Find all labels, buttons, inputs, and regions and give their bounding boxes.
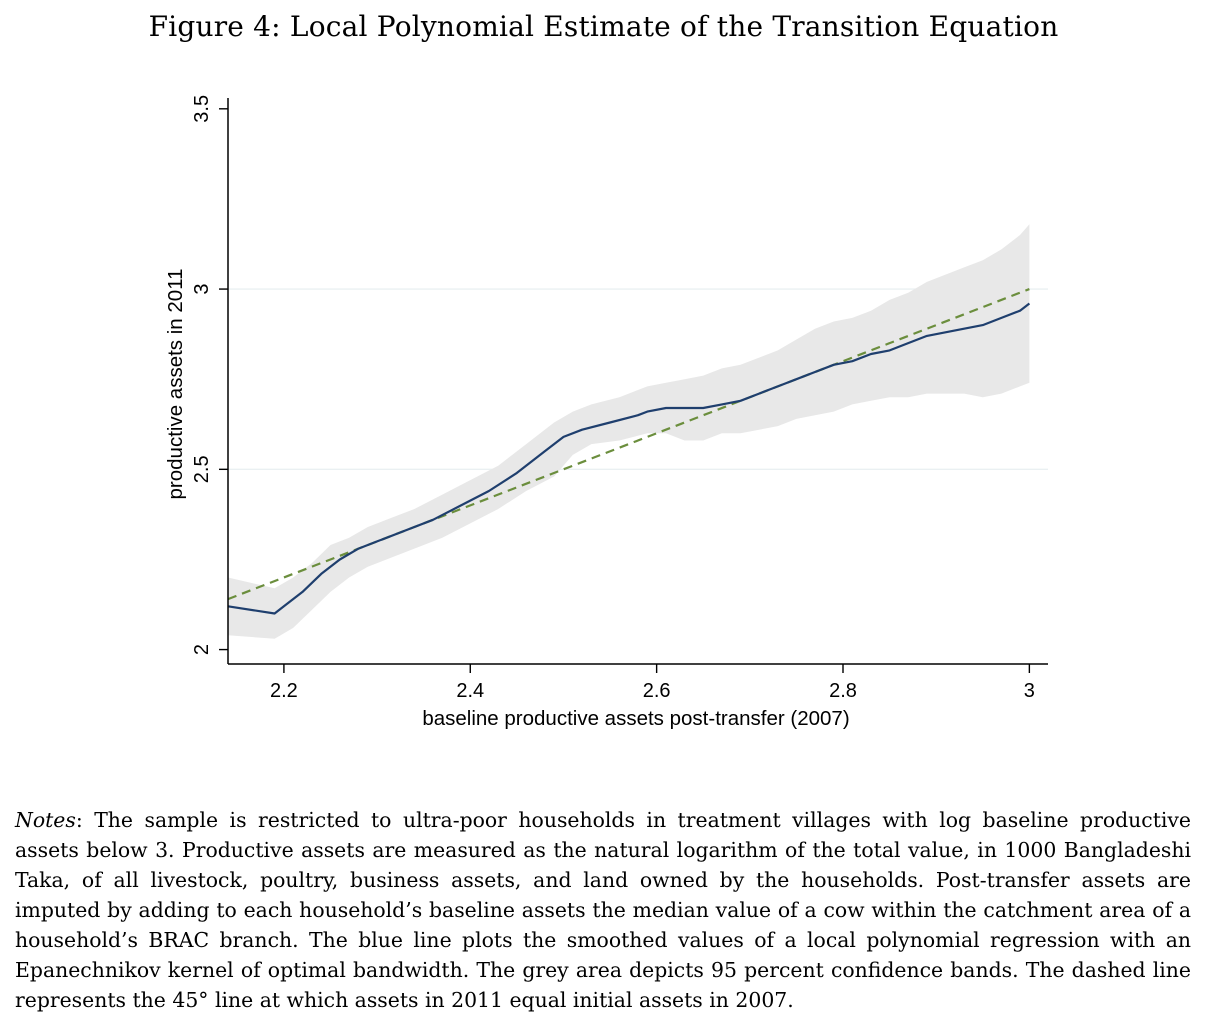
figure-notes: Notes: The sample is restricted to ultra… — [15, 805, 1191, 1015]
fitted-line — [227, 302, 1031, 615]
confidence-band — [228, 224, 1030, 639]
x-axis-title: baseline productive assets post-transfer… — [422, 707, 849, 730]
y-axis-title: productive assets in 2011 — [164, 269, 187, 500]
notes-text: : The sample is restricted to ultra-poor… — [15, 808, 1191, 1013]
y-tick-label: 2 — [191, 644, 213, 655]
chart: 2.2 2.4 2.6 2.8 3 2 2.5 3 3.5 baseline productive… — [164, 95, 1048, 730]
notes-label: Notes — [15, 808, 76, 833]
x-tick-label: 2.6 — [643, 680, 671, 702]
x-tick-label: 2.4 — [456, 680, 484, 702]
x-tick-label: 2.2 — [270, 680, 298, 702]
x-tick-label: 2.8 — [829, 680, 857, 702]
x-tick-label: 3 — [1024, 680, 1035, 702]
y-tick-label: 3 — [191, 284, 213, 295]
y-tick-label: 2.5 — [191, 455, 213, 483]
y-tick-label: 3.5 — [191, 95, 213, 123]
figure-title: Figure 4: Local Polynomial Estimate of t… — [148, 10, 1059, 43]
